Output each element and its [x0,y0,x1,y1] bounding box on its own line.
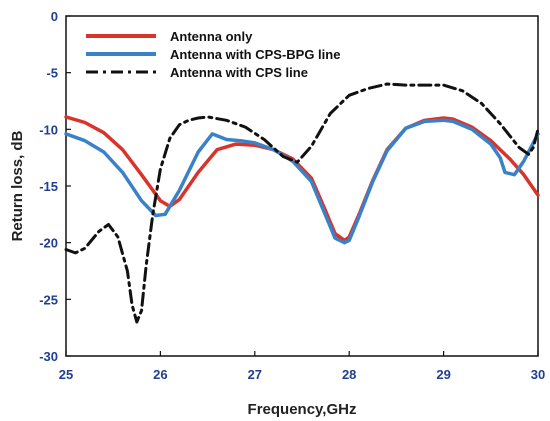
legend: Antenna only Antenna with CPS-BPG line Ant… [86,29,340,80]
legend-label: Antenna with CPS line [170,65,308,80]
x-axis-ticks: 25 26 27 28 29 30 [59,351,545,382]
y-tick-label: -20 [39,236,58,251]
legend-label: Antenna only [170,29,253,44]
y-tick-label: -10 [39,122,58,137]
y-axis-title: Return loss, dB [9,130,26,241]
series-line-antenna-with-cps-line [64,82,540,324]
x-tick-label: 25 [59,367,73,382]
x-tick-label: 30 [531,367,545,382]
y-tick-label: 0 [51,9,58,24]
y-tick-label: -30 [39,349,58,364]
x-tick-label: 29 [436,367,450,382]
x-tick-label: 28 [342,367,356,382]
series-line-antenna-only [64,115,540,243]
x-axis-title: Frequency,GHz [248,401,357,418]
x-tick-label: 27 [248,367,262,382]
legend-label: Antenna with CPS-BPG line [170,47,340,62]
y-tick-label: -25 [39,292,58,307]
series-layer [64,82,540,324]
y-axis-ticks: 0 -5 -10 -15 -20 -25 -30 [39,9,71,364]
series-line-antenna-with-cps-bpg-line [64,118,540,245]
x-tick-label: 26 [153,367,167,382]
y-tick-label: -15 [39,179,58,194]
y-tick-label: -5 [46,66,58,81]
